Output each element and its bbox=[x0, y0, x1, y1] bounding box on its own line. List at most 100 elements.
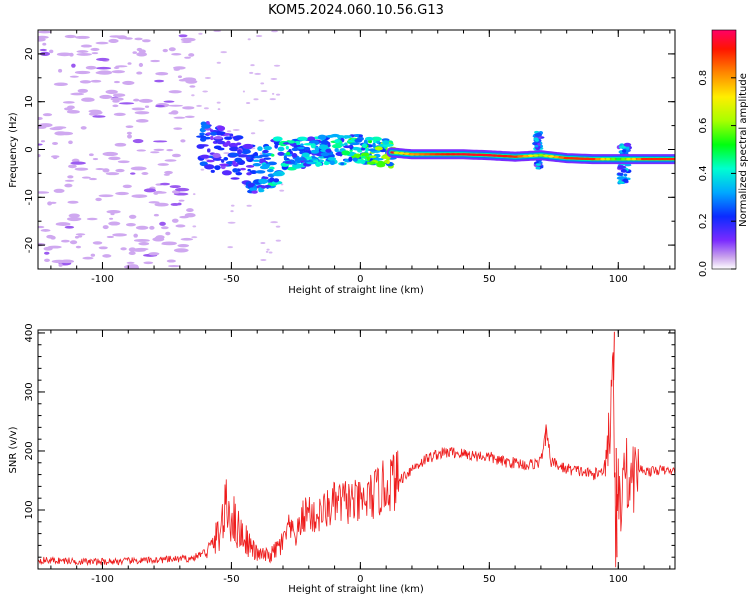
spectrogram-noise-mark bbox=[143, 188, 156, 193]
spectrogram-noise-mark bbox=[166, 259, 176, 263]
spectrogram-noise-mark bbox=[138, 242, 150, 246]
spectrogram-cell bbox=[270, 153, 275, 157]
spectrogram-cell bbox=[196, 135, 207, 138]
spectrogram-noise-mark bbox=[155, 71, 169, 76]
spectrogram-noise-mark bbox=[117, 160, 130, 164]
spectrogram-noise-mark bbox=[60, 239, 70, 243]
colorbar-tick-label: 0.0 bbox=[698, 261, 709, 277]
snr-ticks: -100 -50 0 50 100 100 200 300 400 bbox=[24, 323, 675, 585]
spectrogram-noise-mark bbox=[52, 155, 58, 160]
spectrogram-cell bbox=[226, 136, 233, 140]
y-tick-label: 0 bbox=[24, 146, 35, 152]
spectrogram-ridge-core bbox=[424, 153, 431, 156]
spectrogram-noise-mark bbox=[134, 111, 150, 115]
spectrogram-noise-mark bbox=[86, 217, 98, 221]
spectrogram-noise-mark bbox=[95, 197, 102, 202]
spectrogram-ridge-core bbox=[656, 157, 663, 161]
spectrogram-ridge-core bbox=[419, 153, 426, 156]
spectrogram-noise-mark bbox=[159, 221, 166, 226]
spectrogram-noise-mark bbox=[178, 78, 187, 82]
spectrogram-cell bbox=[272, 136, 283, 142]
spectrogram-cell bbox=[277, 146, 285, 152]
spectrogram-noise-mark bbox=[102, 151, 119, 157]
spectrogram-noise-mark bbox=[198, 32, 203, 35]
spectrogram-noise-mark bbox=[115, 191, 129, 196]
spectrogram-noise-mark bbox=[250, 64, 255, 67]
spectrogram-noise-mark bbox=[115, 65, 128, 68]
spectrogram-noise-mark bbox=[95, 41, 109, 45]
spectrogram-noise-mark bbox=[260, 258, 267, 261]
spectrogram-cell bbox=[374, 157, 384, 161]
x-tick-label: 100 bbox=[609, 274, 628, 285]
spectrogram-ridge-core bbox=[543, 154, 550, 158]
snr-line bbox=[38, 352, 675, 568]
spectrogram-noise-mark bbox=[108, 221, 121, 226]
spectrogram-cell bbox=[284, 160, 292, 164]
y-tick-label: 200 bbox=[24, 441, 35, 460]
spectrogram-noise-mark bbox=[53, 126, 67, 129]
spectrogram-noise-mark bbox=[232, 128, 240, 131]
spectrogram-noise-mark bbox=[74, 70, 91, 75]
spectrogram-noise-mark bbox=[67, 200, 79, 204]
spectrogram-cell bbox=[363, 139, 368, 145]
spectrogram-cell bbox=[247, 168, 251, 172]
spectrogram-cell bbox=[370, 136, 382, 142]
spectrogram-cell bbox=[234, 157, 243, 163]
spectrogram-noise-mark bbox=[81, 176, 91, 179]
spectrogram-noise-mark bbox=[108, 38, 119, 44]
spectrogram-noise-mark bbox=[250, 132, 256, 135]
snr-xlabel: Height of straight line (km) bbox=[288, 584, 424, 595]
spectrogram-cell bbox=[212, 158, 222, 161]
x-tick-label: -100 bbox=[91, 574, 114, 585]
spectrogram-cell bbox=[331, 144, 343, 149]
spectrogram-cell bbox=[335, 151, 344, 157]
spectrogram-cell bbox=[382, 140, 390, 145]
x-tick-label: 0 bbox=[357, 274, 363, 285]
spectrogram-cell bbox=[201, 124, 211, 129]
spectrogram-noise-mark bbox=[170, 202, 180, 206]
spectrogram-ridge-core bbox=[491, 154, 498, 157]
spectrogram-cell bbox=[344, 142, 348, 147]
spectrogram-cell bbox=[362, 143, 368, 148]
spectrogram-cell bbox=[374, 146, 383, 151]
spectrogram-noise-mark bbox=[91, 52, 99, 55]
spectrogram-noise-mark bbox=[80, 44, 93, 48]
spectrogram-cell bbox=[369, 155, 377, 159]
spectrogram-cell bbox=[618, 180, 623, 183]
spectrogram-noise-mark bbox=[166, 149, 174, 152]
spectrogram-cell bbox=[340, 162, 345, 166]
spectrogram-noise-mark bbox=[247, 38, 251, 41]
spectrogram-noise-mark bbox=[196, 104, 203, 107]
spectrogram-noise-mark bbox=[64, 225, 75, 229]
spectrogram-xlabel: Height of straight line (km) bbox=[288, 285, 424, 296]
spectrogram-ridge-core bbox=[408, 153, 415, 156]
spectrogram-marks bbox=[38, 30, 675, 269]
spectrogram-cell bbox=[301, 152, 310, 158]
spectrogram-noise-mark bbox=[175, 187, 190, 192]
spectrogram-noise-mark bbox=[189, 85, 196, 88]
spectrogram-cell bbox=[320, 152, 330, 157]
y-tick-label: 400 bbox=[24, 323, 35, 342]
spectrogram-noise-mark bbox=[275, 93, 281, 96]
spectrogram-cell bbox=[349, 149, 353, 152]
spectrogram-cell bbox=[303, 146, 311, 151]
spectrogram-noise-mark bbox=[153, 148, 165, 151]
spectrogram-ridge-core bbox=[429, 153, 436, 156]
spectrogram-noise-mark bbox=[162, 48, 168, 53]
spectrogram-cell bbox=[287, 140, 295, 144]
spectrogram-noise-mark bbox=[81, 97, 95, 102]
spectrogram-cell bbox=[229, 142, 236, 147]
spectrogram-noise-mark bbox=[58, 263, 63, 267]
spectrogram-cell bbox=[352, 147, 362, 151]
spectrogram-cell bbox=[245, 164, 255, 168]
spectrogram-cell bbox=[233, 136, 243, 140]
spectrogram-cell bbox=[226, 140, 231, 146]
spectrogram-cell bbox=[616, 176, 625, 180]
spectrogram-noise-mark bbox=[75, 35, 90, 39]
spectrogram-ridge-core bbox=[672, 157, 675, 161]
spectrogram-cell bbox=[349, 142, 361, 146]
spectrogram-cell bbox=[366, 161, 376, 165]
spectrogram-ridge-core bbox=[476, 153, 482, 157]
